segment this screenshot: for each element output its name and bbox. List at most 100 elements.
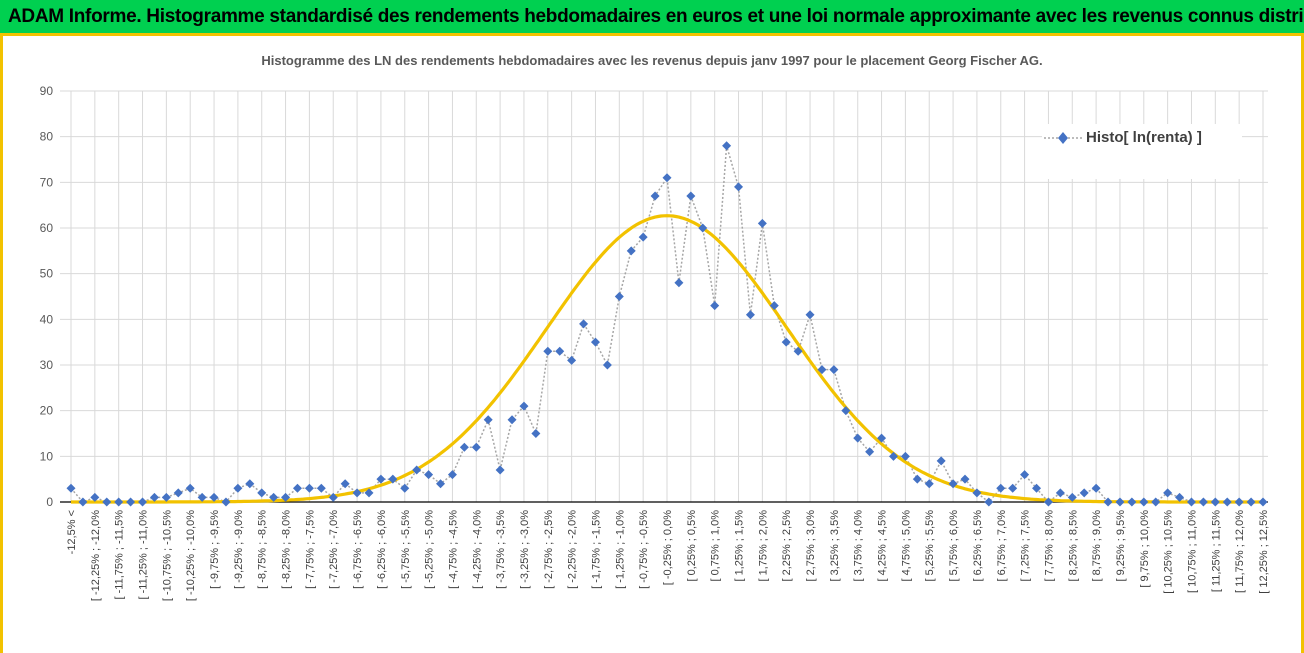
data-point (149, 492, 159, 502)
data-point (936, 456, 946, 466)
data-point (161, 492, 171, 502)
x-tick-label: [ 1,75% ; 2,0% (757, 510, 769, 582)
x-tick-label: [ -2,25% ; -2,0% (567, 510, 579, 589)
x-tick-label: [ -4,75% ; -4,5% (447, 510, 459, 589)
x-tick-label: [ -3,25% ; -3,0% (519, 510, 531, 589)
x-tick-label: [ -7,75% ; -7,5% (304, 510, 316, 589)
x-tick-label: [ 12,25% ; 12,5% (1258, 510, 1270, 594)
data-point (853, 433, 863, 443)
data-point (114, 497, 124, 507)
x-tick-label: [ -6,25% ; -6,0% (376, 510, 388, 589)
data-point (817, 365, 827, 375)
data-point (340, 479, 350, 489)
x-tick-label: [ -11,75% ; -11,5% (114, 510, 126, 600)
chart-title: Histogramme des LN des rendements hebdom… (261, 53, 1043, 68)
histogram-markers (66, 141, 1268, 507)
x-tick-label: [ -12,25% ; -12,0% (90, 510, 102, 601)
y-tick-label: 70 (40, 175, 54, 189)
y-tick-label: 90 (40, 84, 54, 98)
x-tick-label: [ 2,75% ; 3,0% (805, 510, 817, 582)
data-point (269, 492, 279, 502)
data-point (126, 497, 136, 507)
data-point (519, 401, 529, 411)
data-point (1210, 497, 1220, 507)
y-tick-label: 10 (40, 449, 54, 463)
data-point (400, 483, 410, 493)
x-tick-label: [ -8,25% ; -8,0% (281, 510, 293, 589)
y-tick-label: 50 (40, 267, 54, 281)
data-point (734, 182, 744, 192)
data-point (1067, 492, 1077, 502)
data-point (638, 232, 648, 242)
data-point (1139, 497, 1149, 507)
x-tick-label: [ 0,75% ; 1,0% (710, 510, 722, 582)
x-tick-label: [ -0,75% ; -0,5% (638, 510, 650, 589)
data-point (245, 479, 255, 489)
data-point (233, 483, 243, 493)
data-point (805, 310, 815, 320)
data-point (1151, 497, 1161, 507)
y-tick-label: 0 (46, 495, 53, 509)
banner: ADAM Informe. Histogramme standardisé de… (0, 0, 1304, 36)
data-point (1175, 492, 1185, 502)
data-point (1020, 470, 1030, 480)
data-point (877, 433, 887, 443)
data-point (924, 479, 934, 489)
data-point (102, 497, 112, 507)
normal-curve (71, 214, 1263, 504)
data-point (447, 470, 457, 480)
data-point (1234, 497, 1244, 507)
data-point (1163, 488, 1173, 498)
data-point (90, 492, 100, 502)
data-point (674, 278, 684, 288)
x-tick-label: [ -1,25% ; -1,0% (614, 510, 626, 589)
frame-left-border (0, 36, 3, 653)
data-point (972, 488, 982, 498)
y-axis-ticks: 0 10 20 30 40 50 60 70 80 90 (40, 84, 54, 509)
data-point (197, 492, 207, 502)
x-tick-label: [ -10,25% ; -10,0% (185, 510, 197, 601)
x-tick-label: [ 6,75% ; 7,0% (996, 510, 1008, 582)
data-point (352, 488, 362, 498)
x-tick-label: [ -4,25% ; -4,0% (471, 510, 483, 589)
x-tick-label: [ 7,75% ; 8,0% (1043, 510, 1055, 582)
data-point (1115, 497, 1125, 507)
x-tick-label: [ 4,25% ; 4,5% (877, 510, 889, 582)
x-tick-label: [ -5,75% ; -5,5% (400, 510, 412, 589)
x-tick-label: [ -1,75% ; -1,5% (590, 510, 602, 589)
data-point (138, 497, 148, 507)
data-point (865, 447, 875, 457)
x-tick-label: [ -6,75% ; -6,5% (352, 510, 364, 589)
y-tick-label: 40 (40, 312, 54, 326)
x-tick-label: [ -11,25% ; -11,0% (138, 510, 150, 600)
data-point (686, 191, 696, 201)
data-point (209, 492, 219, 502)
data-point (1246, 497, 1256, 507)
x-tick-label: [ 6,25% ; 6,5% (972, 510, 984, 582)
data-point (257, 488, 267, 498)
y-tick-label: 30 (40, 358, 54, 372)
data-point (1186, 497, 1196, 507)
data-point (829, 365, 839, 375)
data-point (1198, 497, 1208, 507)
data-point (459, 442, 469, 452)
x-tick-label: [ 2,25% ; 2,5% (781, 510, 793, 582)
data-point (900, 451, 910, 461)
x-tick-label: [ 0,25% ; 0,5% (686, 510, 698, 582)
x-tick-label: [ 9,25% ; 9,5% (1115, 510, 1127, 582)
x-axis-ticks: -12,5% < [ -12,25% ; -12,0% [ -11,75% ; -1… (66, 510, 1270, 601)
x-tick-label: [ -5,25% ; -5,0% (424, 510, 436, 589)
banner-title: ADAM Informe. Histogramme standardisé de… (8, 6, 1304, 27)
data-point (424, 470, 434, 480)
data-point (531, 429, 541, 438)
data-point (1055, 488, 1065, 498)
y-tick-label: 80 (40, 130, 54, 144)
x-tick-label: [ 4,75% ; 5,0% (900, 510, 912, 582)
x-tick-label: [ 8,75% ; 9,0% (1091, 510, 1103, 582)
x-tick-label: [ 5,75% ; 6,0% (948, 510, 960, 582)
data-point (841, 406, 851, 416)
data-point (579, 319, 589, 329)
data-point (793, 346, 803, 356)
x-tick-label: [ 11,25% ; 11,5% (1210, 510, 1222, 592)
data-point (281, 492, 291, 502)
